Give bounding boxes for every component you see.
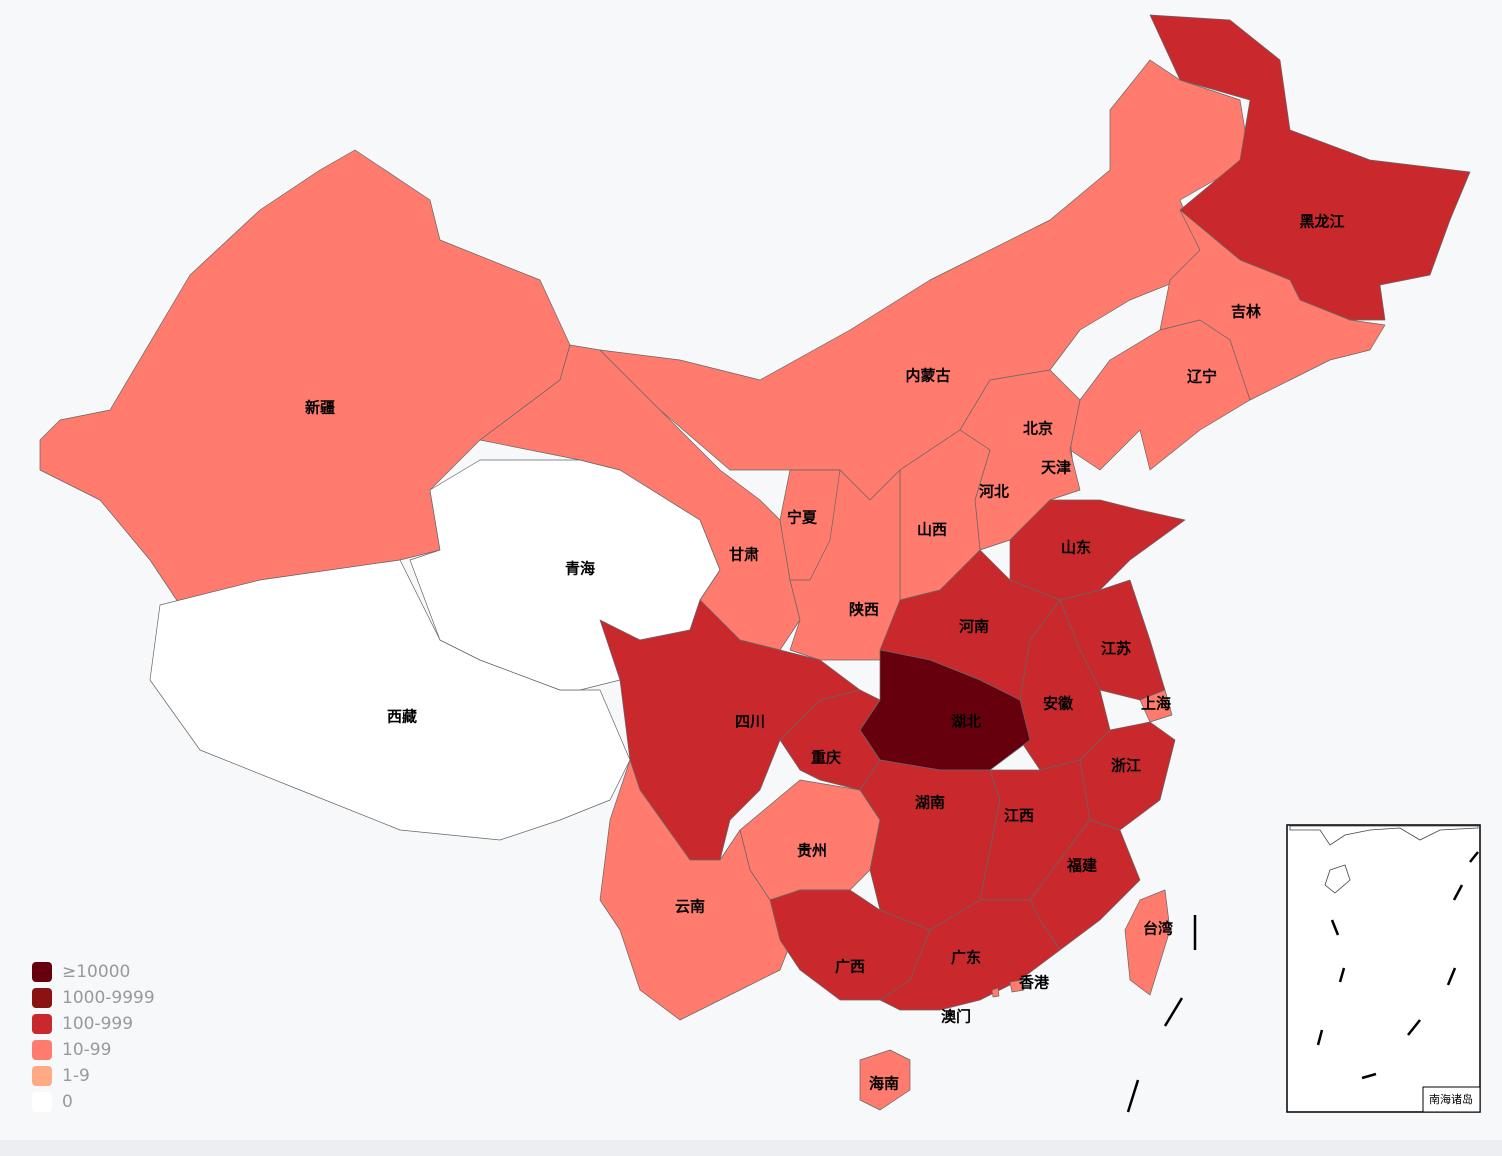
legend-label: 0 [62,1092,73,1112]
province-label: 湖南 [915,794,945,812]
legend-label: 1000-9999 [62,988,155,1008]
province [1019,599,1111,771]
province [859,1049,911,1111]
province [1149,14,1471,321]
province-label: 山东 [1061,539,1091,557]
legend-swatch [32,1014,52,1034]
province-label: 广东 [951,949,981,967]
province [1069,319,1251,471]
legend-swatch [32,1040,52,1060]
province-label: 山西 [917,521,947,539]
province-label: 香港 [1019,974,1050,992]
province [599,759,801,1021]
province-label: 江西 [1004,807,1034,825]
province-label: 安徽 [1043,695,1074,713]
legend-label: 10-99 [62,1040,111,1060]
province-label: 上海 [1141,695,1171,713]
boundary-dashes [1126,915,1197,1113]
province-label: 四川 [735,713,765,731]
province-label: 澳门 [941,1008,971,1026]
legend: ≥10000 1000-9999 100-999 10-99 1-9 0 [32,962,155,1112]
province-label: 福建 [1066,857,1098,875]
province-label: 青海 [565,560,595,578]
inset-label: 南海诸岛 [1429,1092,1473,1106]
province-label: 黑龙江 [1299,213,1344,231]
province [739,779,881,901]
bottom-strip [0,1140,1502,1156]
province-label: 云南 [675,898,705,916]
province-label: 江苏 [1101,640,1131,658]
province [1009,499,1186,601]
province-label: 甘肃 [729,546,759,564]
province-label: 海南 [869,1075,899,1093]
province [1159,209,1386,401]
province-label: 湖北 [951,713,981,731]
province [1124,889,1171,996]
province-label: 重庆 [811,749,841,767]
province [779,469,841,581]
province-label: 宁夏 [787,509,818,527]
province-label: 河南 [959,618,989,636]
legend-label: 100-999 [62,1014,133,1034]
province-label: 吉林 [1231,303,1262,321]
legend-swatch [32,962,52,982]
south-china-sea-inset: 南海诸岛 [1286,824,1481,1113]
province-label: 北京 [1023,420,1053,438]
legend-swatch [32,1066,52,1086]
legend-label: ≥10000 [62,962,130,982]
provinces [39,14,1471,1111]
legend-label: 1-9 [62,1066,90,1086]
province-label: 广西 [835,958,865,976]
legend-swatch [32,988,52,1008]
province-label: 河北 [979,483,1009,501]
province [1139,689,1173,723]
province-label: 辽宁 [1187,368,1217,386]
province [991,987,1000,998]
province [1009,979,1025,993]
province-label: 西藏 [387,708,417,726]
province-label: 新疆 [305,399,335,417]
province-label: 贵州 [797,842,827,860]
province-label: 内蒙古 [905,367,950,385]
province-label: 浙江 [1111,757,1141,775]
province-label: 陕西 [849,601,879,619]
province-label: 台湾 [1143,920,1173,938]
legend-swatch [32,1092,52,1112]
province-label: 天津 [1041,459,1071,477]
